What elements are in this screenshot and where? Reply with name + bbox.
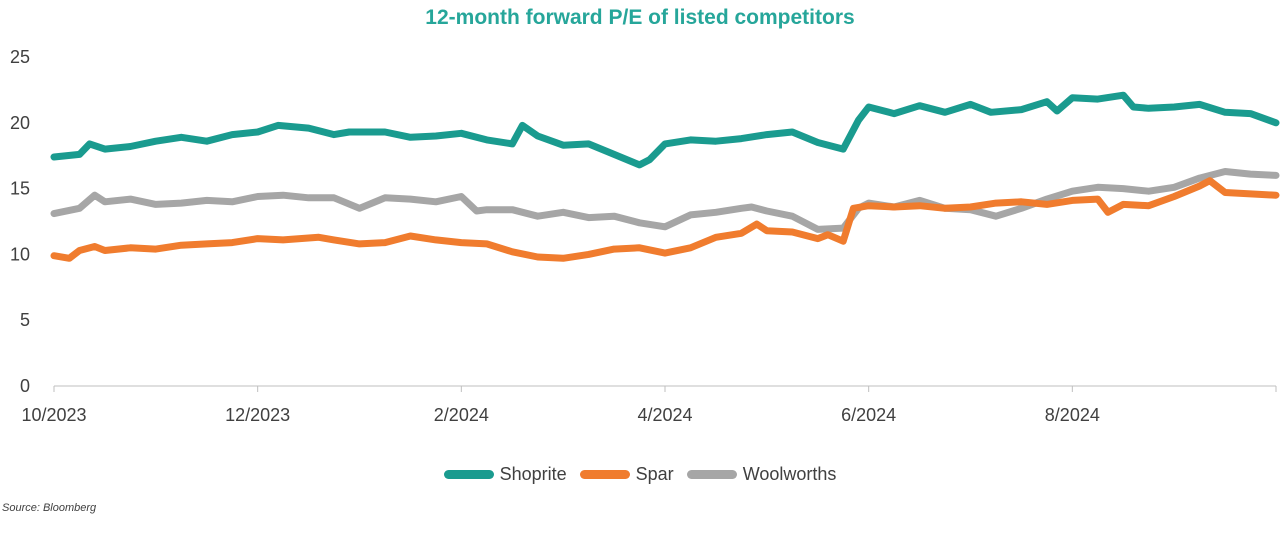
y-tick-label: 15 — [10, 179, 30, 199]
legend: Shoprite Spar Woolworths — [0, 463, 1280, 485]
series-line-shoprite — [50, 91, 1280, 169]
x-tick-label: 6/2024 — [841, 405, 896, 425]
y-tick-label: 5 — [20, 310, 30, 330]
x-tick-label: 12/2023 — [225, 405, 290, 425]
series-line-woolworths — [50, 168, 1280, 233]
chart-title: 12-month forward P/E of listed competito… — [425, 6, 855, 29]
x-tick-label: 10/2023 — [21, 405, 86, 425]
y-tick-label: 25 — [10, 47, 30, 67]
x-tick-label: 2/2024 — [434, 405, 489, 425]
legend-label-spar: Spar — [635, 464, 674, 484]
series-lines — [50, 91, 1280, 262]
legend-swatch-shoprite — [443, 470, 494, 479]
x-tick-label: 4/2024 — [637, 405, 692, 425]
legend-item-shoprite: Shoprite — [443, 464, 567, 485]
axes: 0 5 10 15 20 25 10/2023 12/2023 2/2024 4/2024 6/20… — [10, 47, 1277, 425]
legend-swatch-woolworths — [686, 470, 737, 479]
legend-item-woolworths: Woolworths — [686, 464, 837, 485]
legend-label-shoprite: Shoprite — [499, 464, 567, 484]
legend-item-spar: Spar — [579, 464, 674, 485]
y-tick-label: 20 — [10, 113, 30, 133]
legend-label-woolworths: Woolworths — [742, 464, 837, 484]
y-tick-label: 0 — [20, 376, 30, 396]
y-tick-label: 10 — [10, 244, 30, 264]
series-line-spar — [50, 177, 1280, 262]
source-note: Source: Bloomberg — [2, 502, 97, 514]
x-tick-label: 8/2024 — [1045, 405, 1100, 425]
legend-swatch-spar — [579, 470, 630, 479]
